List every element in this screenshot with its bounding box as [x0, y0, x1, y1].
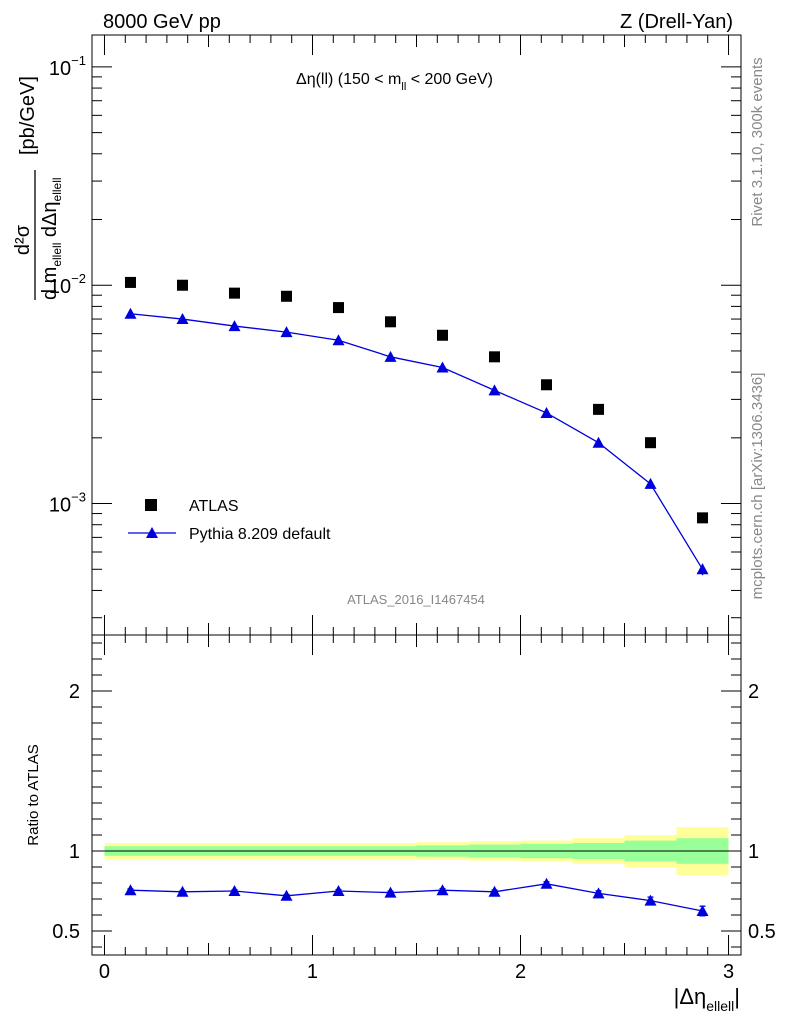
mc-ratio-point	[592, 887, 605, 899]
legend-mc-marker	[146, 527, 158, 538]
x-tick-labels: 0 1 2 3	[99, 961, 734, 983]
mc-ratio-point	[124, 884, 137, 896]
data-point	[697, 512, 709, 524]
data-point	[384, 316, 396, 328]
legend-mc-label: Pythia 8.209 default	[189, 526, 331, 543]
mc-point	[332, 334, 345, 346]
x-tick-label: 3	[723, 961, 734, 983]
data-point	[437, 329, 449, 341]
legend-data-marker	[145, 499, 157, 511]
main-y-tick-label: 10−1	[49, 53, 86, 80]
ratio-y-tick-labels: 0.5 0.5 1 1 2 2	[52, 681, 776, 943]
mc-point	[228, 320, 241, 332]
ratio-y-tick-label: 1	[69, 841, 80, 863]
mc-ratio-point	[540, 877, 553, 889]
mc-ratio-line	[130, 883, 703, 912]
data-point	[332, 302, 344, 314]
data-point	[489, 351, 501, 363]
data-point	[228, 287, 240, 299]
ratio-axis-ticks	[92, 635, 741, 955]
header-left: 8000 GeV pp	[103, 11, 221, 33]
mc-ratio-point	[488, 885, 501, 897]
ratio-y-tick-label: 2	[69, 681, 80, 703]
main-y-tick-label: 10−3	[49, 490, 86, 517]
mc-ratio-point	[644, 894, 657, 906]
mc-ratio-point	[280, 889, 293, 901]
main-y-axis-label: [pb/GeV] d²σ d mellell dΔηellell	[12, 76, 64, 300]
mc-point	[176, 313, 189, 325]
analysis-watermark: ATLAS_2016_I1467454	[347, 592, 485, 607]
main-y-tick-label: 10−2	[49, 271, 86, 298]
mc-point	[592, 436, 605, 448]
mc-line	[130, 313, 704, 570]
mc-point	[124, 307, 137, 319]
ratio-y-tick-label-right: 0.5	[748, 921, 776, 943]
mc-point	[644, 477, 657, 489]
mc-ratio-point	[384, 886, 397, 898]
ratio-y-tick-label: 0.5	[52, 921, 80, 943]
mc-ratio-point	[176, 885, 189, 897]
mc-point	[436, 361, 449, 373]
mc-ratio-point	[696, 905, 709, 916]
legend-data-label: ATLAS	[189, 498, 239, 515]
ratio-y-axis-label: Ratio to ATLAS	[25, 744, 42, 845]
ratio-y-tick-label-right: 1	[748, 841, 759, 863]
mc-series-ratio	[124, 877, 709, 917]
x-axis-label: |Δηellell|	[674, 984, 740, 1014]
x-tick-label: 1	[307, 961, 318, 983]
y-label-numerator: d²σ	[12, 224, 34, 255]
header-right: Z (Drell-Yan)	[620, 11, 733, 33]
main-axis-ticks	[92, 35, 741, 635]
mc-series-main	[124, 307, 709, 576]
mc-point	[696, 563, 709, 575]
data-point	[124, 276, 136, 288]
data-point	[541, 379, 553, 391]
x-tick-label: 2	[515, 961, 526, 983]
rivet-version-label: Rivet 3.1.10, 300k events	[749, 57, 766, 226]
mc-ratio-point	[436, 884, 449, 896]
mc-point	[488, 384, 501, 396]
data-point	[280, 290, 292, 302]
data-point	[176, 279, 188, 291]
mcplots-reference-label: mcplots.cern.ch [arXiv:1306.3436]	[749, 373, 766, 600]
mc-point	[540, 406, 553, 418]
x-tick-label: 0	[99, 961, 110, 983]
mc-ratio-point	[332, 885, 345, 896]
ratio-y-tick-label-right: 2	[748, 681, 759, 703]
y-label-denominator: d mellell dΔηellell	[39, 177, 64, 300]
mc-point	[280, 326, 293, 338]
mc-point	[384, 350, 397, 362]
main-y-tick-labels: 10−3 10−2 10−1	[49, 53, 86, 517]
data-point	[593, 403, 605, 415]
mc-ratio-point	[228, 885, 241, 896]
ratio-panel-frame	[91, 634, 742, 956]
y-label-unit: [pb/GeV]	[17, 76, 39, 155]
main-title: Δη(ll) (150 < mll < 200 GeV)	[296, 71, 493, 93]
data-series-main	[124, 276, 709, 524]
main-panel-frame	[91, 34, 742, 636]
data-point	[645, 437, 657, 449]
